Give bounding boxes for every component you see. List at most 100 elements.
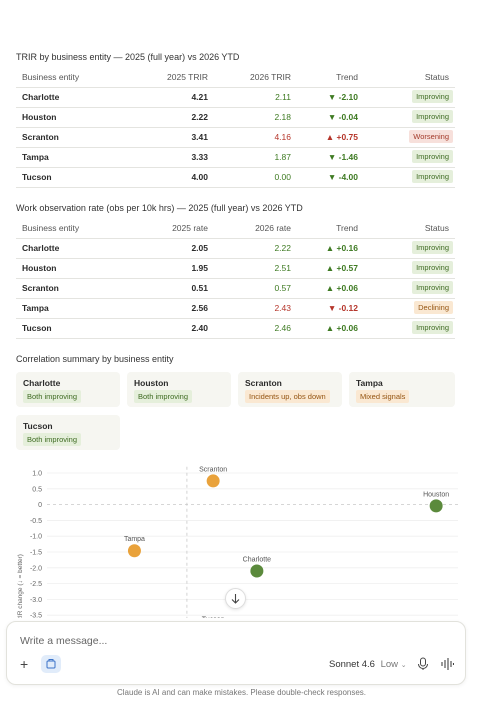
column-header: 2025 rate [172,223,208,233]
entity-name: Scranton [22,283,59,293]
row-divider [16,318,455,319]
value: 0.57 [274,283,291,293]
point-label: Tampa [124,536,145,543]
value: 2.46 [274,323,291,333]
row-divider [16,298,455,299]
y-tick-label: -1.0 [30,534,42,541]
value: 2.11 [275,92,291,102]
row-divider [16,147,455,148]
message-composer: Write a message... + Sonnet 4.6 Low ⌄ [6,621,466,685]
trend: ▲ +0.57 [325,263,358,273]
column-header: 2026 TRIR [250,72,291,82]
row-divider [16,107,455,108]
row-divider [16,167,455,168]
column-header: Status [424,223,449,233]
row-divider [16,127,455,128]
value: 3.33 [191,152,208,162]
status-badge: Improving [412,110,453,123]
entity-name: Tucson [23,421,53,431]
status-badge: Improving [412,150,453,163]
entity-name: Tucson [22,172,52,182]
status-badge: Improving [412,261,453,274]
trend: ▲ +0.75 [325,132,358,142]
y-tick-label: -3.0 [30,597,42,604]
table-title: TRIR by business entity — 2025 (full yea… [16,52,240,62]
row-divider [16,278,455,279]
correlation-badge: Both improving [23,433,82,446]
entity-name: Charlotte [22,243,60,253]
row-divider [16,87,455,88]
trend: ▲ +0.16 [325,243,358,253]
mic-button[interactable] [417,657,429,671]
trend: ▼ -0.12 [327,303,358,313]
value: 4.21 [191,92,208,102]
correlation-card: Scranton Incidents up, obs down [238,372,342,407]
value: 4.00 [191,172,208,182]
entity-name: Tampa [22,152,49,162]
y-tick-label: 0.5 [32,486,42,493]
trend: ▼ -0.04 [327,112,358,122]
point-label: Charlotte [243,556,272,563]
point-label: Houston [423,491,449,498]
status-badge: Improving [412,90,453,103]
value: 2.18 [274,112,291,122]
trend: ▼ -4.00 [327,172,358,182]
y-axis-label: TRIR change (↓ = better) [17,554,24,626]
correlation-badge: Both improving [23,390,82,403]
value: 2.22 [274,243,291,253]
column-header: Business entity [22,223,80,233]
y-tick-label: -3.5 [30,613,42,620]
column-header: 2025 TRIR [167,72,208,82]
column-header: Business entity [22,72,80,82]
y-tick-label: -1.5 [30,550,42,557]
value: 2.51 [274,263,291,273]
status-badge: Improving [412,241,453,254]
tools-button[interactable] [41,655,61,673]
value: 2.43 [274,303,291,313]
effort-level: Low [380,659,399,670]
entity-name: Tucson [22,323,52,333]
value: 3.41 [191,132,208,142]
value: 0.51 [191,283,208,293]
column-header: Trend [336,72,358,82]
row-divider [16,338,455,339]
scatter-chart: TRIR change (↓ = better) 1.0 0.5 0 -0.5 -1.0 -… [17,466,458,647]
add-button[interactable]: + [20,656,29,672]
entity-name: Charlotte [22,92,60,102]
tools-icon [46,659,56,669]
entity-name: Scranton [245,378,282,388]
entity-name: Tampa [356,378,383,388]
entity-name: Houston [134,378,169,388]
entity-name: Tampa [22,303,49,313]
scroll-down-button[interactable] [225,588,246,609]
model-selector[interactable]: Sonnet 4.6 Low ⌄ [329,659,407,670]
status-badge: Improving [412,321,453,334]
trend: ▲ +0.06 [325,323,358,333]
column-header: Trend [336,223,358,233]
correlation-badge: Incidents up, obs down [245,390,330,403]
row-divider [16,238,455,239]
row-divider [16,187,455,188]
status-badge: Declining [414,301,453,314]
y-tick-label: -0.5 [30,518,42,525]
data-point [206,474,220,488]
status-badge: Improving [412,281,453,294]
message-input[interactable]: Write a message... [20,635,108,647]
y-tick-label: 1.0 [32,471,42,478]
y-tick-label: -2.5 [30,581,42,588]
column-header: 2026 rate [255,223,291,233]
value: 1.87 [274,152,291,162]
data-point [429,499,443,513]
section-title: Correlation summary by business entity [16,354,174,364]
trend: ▼ -1.46 [327,152,358,162]
value: 2.40 [191,323,208,333]
status-badge: Improving [412,170,453,183]
voice-button[interactable] [440,657,454,671]
disclaimer: Claude is AI and can make mistakes. Plea… [116,688,367,697]
trend: ▲ +0.06 [325,283,358,293]
correlation-card: Charlotte Both improving [16,372,120,407]
point-label: Scranton [199,466,227,473]
correlation-card: Tucson Both improving [16,415,120,450]
